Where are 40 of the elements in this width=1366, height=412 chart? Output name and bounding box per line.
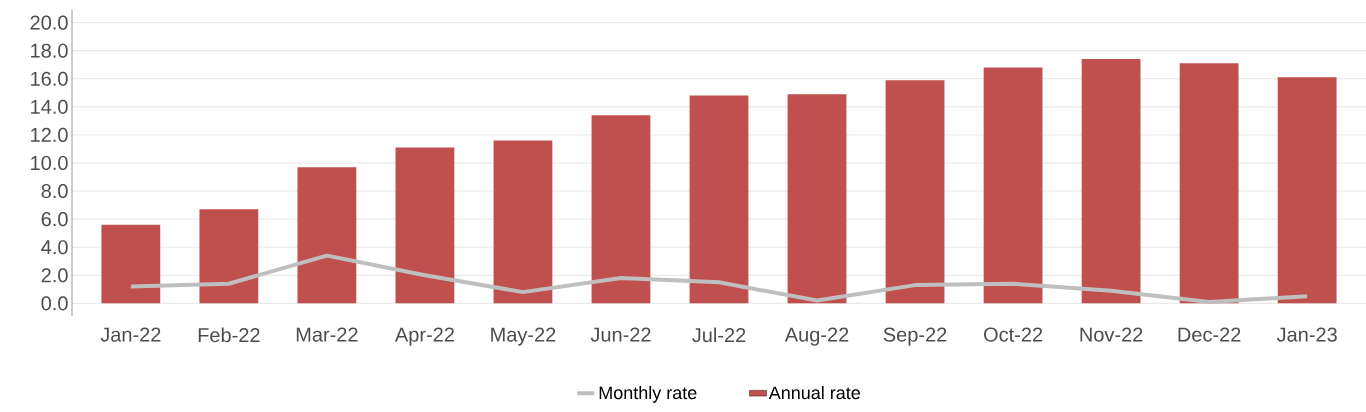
y-tick-label: 20.0 bbox=[30, 15, 68, 30]
bar bbox=[297, 167, 357, 304]
x-tick-label: Oct-22 bbox=[984, 327, 1043, 342]
bar bbox=[1277, 77, 1337, 304]
x-tick-label: Jan-23 bbox=[1276, 327, 1337, 342]
line-series bbox=[128, 253, 1310, 304]
x-tick-label: Jan-22 bbox=[100, 327, 161, 342]
x-tick-label: Nov-22 bbox=[1080, 327, 1143, 342]
legend-label: Monthly rate bbox=[599, 385, 697, 403]
x-tick-label: Feb-22 bbox=[198, 327, 260, 343]
bar bbox=[493, 140, 553, 304]
legend-label: Annual rate bbox=[768, 385, 860, 400]
y-tick-label: 18.0 bbox=[31, 43, 68, 58]
bar bbox=[1081, 59, 1141, 304]
x-tick-label: Jun-22 bbox=[590, 327, 651, 342]
x-tick-label: Apr-22 bbox=[394, 327, 454, 346]
bar bbox=[689, 95, 749, 304]
y-tick-label: 16.0 bbox=[31, 71, 68, 86]
y-tick-label: 14.0 bbox=[31, 99, 68, 114]
bar bbox=[591, 115, 651, 304]
bar bbox=[1179, 63, 1239, 304]
x-tick-label: Jul-22 bbox=[692, 327, 746, 343]
y-tick-label: 2.0 bbox=[41, 268, 68, 283]
bar bbox=[983, 67, 1043, 304]
y-tick-label: 8.0 bbox=[41, 183, 68, 199]
y-tick-label: 6.0 bbox=[41, 212, 68, 227]
bar bbox=[395, 147, 455, 304]
y-tick-label: 0.0 bbox=[41, 296, 68, 311]
x-tick-label: Sep-22 bbox=[883, 327, 947, 346]
y-tick-label: 10.0 bbox=[31, 155, 68, 171]
bar bbox=[199, 209, 259, 304]
bar bbox=[787, 94, 847, 304]
x-tick-label: May-22 bbox=[491, 327, 556, 346]
x-tick-label: Aug-22 bbox=[784, 327, 849, 346]
y-tick-label: 12.0 bbox=[31, 127, 68, 142]
x-tick-label: Dec-22 bbox=[1178, 327, 1241, 342]
bar bbox=[101, 224, 161, 304]
x-tick-label: Mar-22 bbox=[296, 327, 358, 342]
bar bbox=[885, 80, 945, 304]
y-tick-label: 4.0 bbox=[41, 240, 68, 255]
